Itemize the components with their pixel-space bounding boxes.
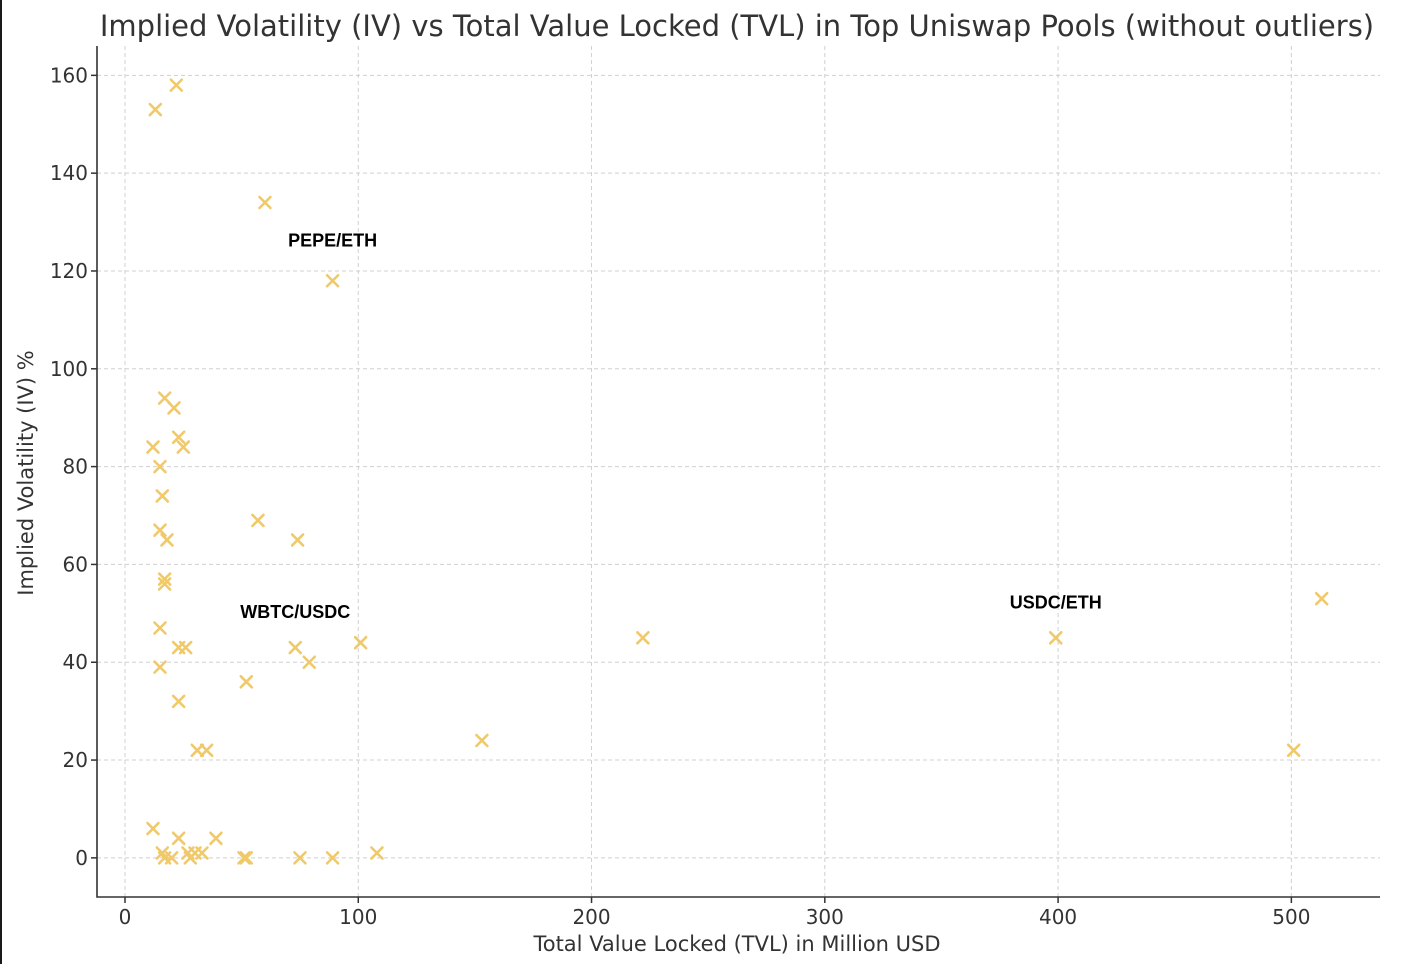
scatter-point <box>290 533 305 547</box>
scatter-point <box>153 523 167 537</box>
x-tick-label: 100 <box>339 905 377 929</box>
y-axis-label: Implied Volatility (IV) % <box>14 350 38 596</box>
y-tick-label: 160 <box>50 63 88 87</box>
scatter-point <box>171 831 186 846</box>
scatter-point <box>475 733 489 748</box>
point-annotation: USDC/ETH <box>1010 592 1102 612</box>
axis-spine <box>96 46 1380 898</box>
window-edge <box>0 0 2 964</box>
x-tick-label: 500 <box>1272 905 1310 929</box>
scatter-point <box>155 489 170 503</box>
scatter-point <box>153 459 167 474</box>
scatter-point <box>209 831 223 846</box>
scatter-point <box>171 430 186 445</box>
y-tick-label: 60 <box>63 552 88 576</box>
scatter-point <box>1048 630 1063 645</box>
x-tick-label: 200 <box>572 905 610 929</box>
scatter-point <box>1286 743 1301 758</box>
annotations: PEPE/ETH WBTC/USDC USDC/ETH <box>240 231 1101 623</box>
scatter-point <box>258 195 272 210</box>
scatter-point <box>293 851 307 865</box>
y-tick-label: 120 <box>50 259 88 283</box>
scatter-point <box>239 675 254 689</box>
scatter-point <box>195 846 209 860</box>
scatter-point <box>146 440 160 454</box>
x-tick-label: 400 <box>1039 905 1077 929</box>
y-tick-label: 140 <box>50 161 88 185</box>
scatter-point <box>199 743 214 758</box>
point-annotation: WBTC/USDC <box>240 602 350 622</box>
scatter-point <box>325 851 340 865</box>
scatter-point <box>148 102 163 117</box>
y-tick-label: 20 <box>63 748 88 772</box>
scatter-point <box>353 635 368 650</box>
axes: 0 100 200 300 400 500 0 20 40 60 80 100 120 140 160 <box>50 46 1380 929</box>
scatter-point <box>302 655 317 670</box>
scatter-point <box>153 660 167 674</box>
scatter-point <box>176 440 191 454</box>
grid <box>97 46 1380 897</box>
x-axis-label: Total Value Locked (TVL) in Million USD <box>532 932 940 956</box>
x-tick-label: 300 <box>806 905 844 929</box>
scatter-point <box>164 851 179 865</box>
scatter-point <box>325 273 340 288</box>
scatter-point <box>190 743 205 758</box>
scatter-points <box>146 78 1329 865</box>
chart-title: Implied Volatility (IV) vs Total Value L… <box>100 9 1374 43</box>
scatter-point <box>153 621 167 635</box>
scatter-point <box>636 630 650 645</box>
scatter-point <box>1314 591 1329 606</box>
y-tick-label: 40 <box>63 650 88 674</box>
scatter-point <box>157 577 172 591</box>
y-tick-label: 80 <box>63 455 88 479</box>
scatter-point <box>288 640 303 655</box>
scatter-point <box>370 846 384 860</box>
point-annotation: PEPE/ETH <box>288 231 377 251</box>
scatter-point <box>251 513 265 528</box>
scatter-point <box>160 533 174 547</box>
scatter-point <box>169 78 184 92</box>
scatter-point <box>167 401 181 415</box>
y-tick-label: 0 <box>75 846 88 870</box>
scatter-point <box>146 821 160 836</box>
scatter-point <box>239 851 254 865</box>
scatter-point <box>157 572 172 586</box>
scatter-point <box>171 694 186 709</box>
scatter-point <box>178 640 193 655</box>
y-tick-label: 100 <box>50 357 88 381</box>
x-tick-label: 0 <box>119 905 132 929</box>
scatter-point <box>237 851 251 865</box>
